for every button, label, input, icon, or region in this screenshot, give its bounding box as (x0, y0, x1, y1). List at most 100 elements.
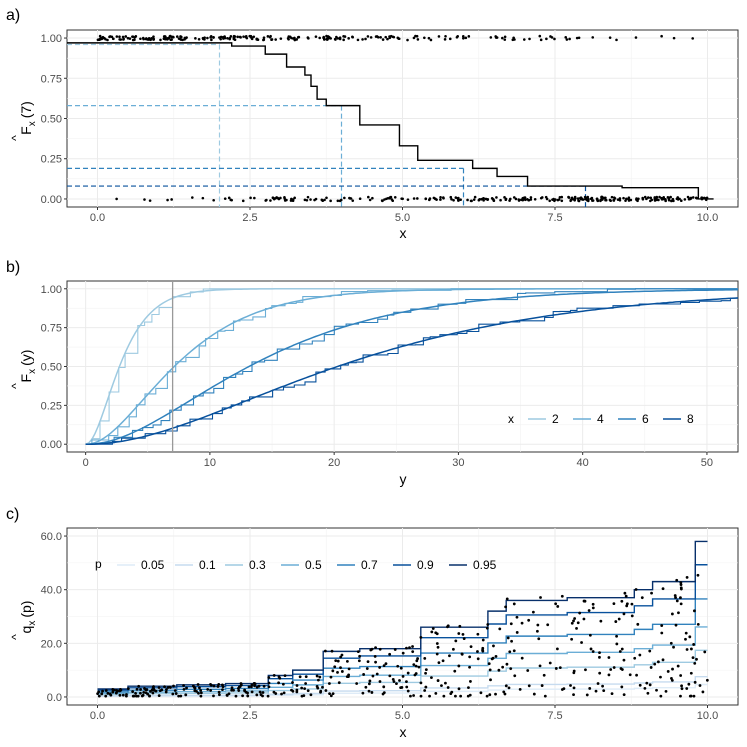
data-point (594, 689, 598, 693)
data-point (172, 684, 175, 688)
data-point (154, 689, 158, 693)
data-point (670, 612, 674, 616)
data-point (183, 36, 187, 40)
data-point (464, 36, 468, 40)
data-point (435, 652, 439, 656)
data-point (435, 642, 439, 645)
data-point (503, 692, 507, 696)
data-point (152, 35, 155, 38)
data-point (456, 35, 460, 38)
data-point (348, 196, 351, 200)
data-point (162, 37, 166, 41)
data-point (293, 196, 296, 200)
data-point (679, 199, 683, 202)
data-point (436, 645, 440, 649)
data-point (580, 641, 583, 644)
data-point (223, 35, 226, 38)
data-point (132, 694, 136, 698)
data-point (489, 678, 492, 682)
data-point (503, 35, 507, 39)
data-point (378, 647, 382, 651)
data-point (539, 596, 542, 599)
data-point (182, 684, 185, 687)
data-point (209, 689, 213, 692)
data-point (472, 198, 476, 201)
data-point (406, 689, 410, 693)
data-point (267, 681, 271, 685)
data-point (694, 196, 698, 200)
data-point (401, 197, 404, 201)
data-point (488, 668, 492, 672)
data-point (507, 686, 511, 690)
data-point (388, 36, 392, 40)
data-point (693, 680, 697, 684)
data-point (625, 602, 629, 606)
data-point (620, 647, 624, 651)
data-point (558, 666, 562, 670)
data-point (336, 37, 340, 40)
data-point (567, 196, 571, 199)
a-y-tick-label: 1.00 (41, 33, 62, 45)
data-point (415, 659, 419, 663)
a-y-tick-label: 0.50 (41, 114, 62, 126)
data-point (306, 195, 310, 199)
data-point (329, 675, 333, 679)
data-point (406, 671, 410, 675)
data-point (382, 685, 386, 689)
data-point (409, 694, 412, 698)
data-point (243, 688, 247, 692)
data-point (266, 694, 270, 698)
data-point (419, 635, 423, 639)
data-point (686, 195, 690, 199)
data-point (261, 691, 265, 694)
data-point (393, 195, 397, 199)
data-point (367, 689, 371, 693)
data-point (553, 37, 556, 41)
panel-a-title: a) (6, 7, 20, 24)
data-point (598, 651, 601, 655)
data-point (347, 37, 350, 40)
data-point (434, 691, 438, 695)
c-y-tick-label: 60.0 (41, 531, 62, 543)
ecdf-step-x-4 (85, 288, 738, 445)
data-point (384, 662, 388, 666)
data-point (618, 198, 622, 202)
data-point (691, 37, 694, 40)
data-point (491, 656, 495, 660)
data-point (427, 36, 431, 40)
data-point (602, 689, 606, 693)
data-point (97, 690, 101, 694)
data-point (498, 627, 502, 631)
data-point (290, 197, 293, 201)
data-point (515, 631, 519, 634)
data-point (424, 197, 428, 201)
panel-b-title: b) (6, 259, 20, 276)
data-point (703, 196, 706, 200)
c-y-tick-label: 40.0 (41, 585, 62, 597)
data-point (163, 685, 166, 689)
data-point (531, 610, 535, 614)
data-point (560, 594, 564, 598)
data-point (244, 34, 248, 38)
data-point (274, 38, 277, 41)
data-point (199, 691, 203, 695)
data-point (370, 691, 374, 694)
data-point (137, 684, 141, 688)
legend-title: p (95, 557, 102, 571)
data-point (602, 196, 606, 200)
svg-text:qx(p): qx(p) (18, 601, 38, 634)
data-point (230, 686, 234, 690)
data-point (262, 36, 266, 39)
data-point (250, 36, 253, 39)
data-point (249, 196, 252, 200)
data-point (586, 199, 590, 203)
data-point (239, 36, 242, 39)
data-point (316, 686, 320, 690)
data-point (280, 692, 283, 696)
data-point (512, 649, 516, 653)
data-point (689, 671, 693, 675)
data-point (623, 591, 627, 595)
data-point (492, 644, 495, 648)
data-point (669, 641, 673, 645)
data-point (164, 690, 168, 694)
